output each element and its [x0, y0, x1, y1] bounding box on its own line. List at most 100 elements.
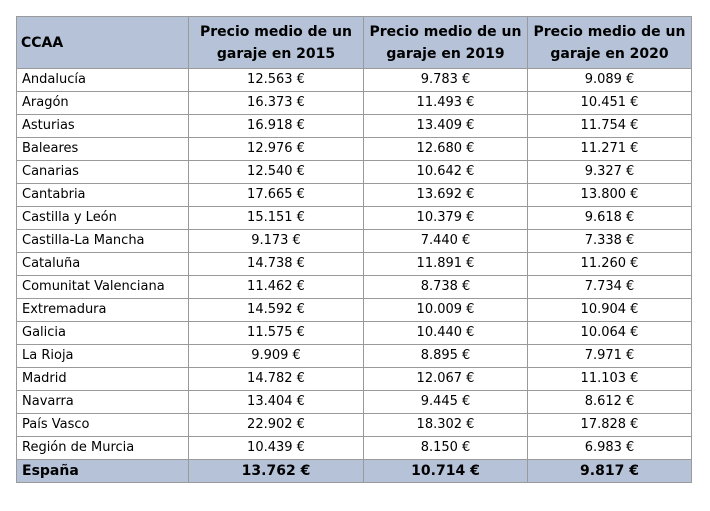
price-cell: 10.451 €	[527, 91, 692, 115]
data-row: Baleares 12.976 €12.680 €11.271 €	[16, 137, 692, 161]
price-cell: 12.680 €	[363, 137, 528, 161]
price-cell: 6.983 €	[527, 436, 692, 460]
data-row: Andalucía 12.563 €9.783 €9.089 €	[16, 68, 692, 92]
price-cell: 14.738 €	[188, 252, 364, 276]
price-cell: 8.150 €	[363, 436, 528, 460]
data-row: País Vasco 22.902 €18.302 €17.828 €	[16, 413, 692, 437]
header-cell: Precio medio de un garaje en 2020	[527, 16, 692, 69]
price-cell: 13.692 €	[363, 183, 528, 207]
region-cell: Cataluña	[16, 252, 189, 276]
data-row: Canarias 12.540 €10.642 €9.327 €	[16, 160, 692, 184]
price-cell: 7.971 €	[527, 344, 692, 368]
data-row: Asturias 16.918 €13.409 €11.754 €	[16, 114, 692, 138]
region-cell: Castilla y León	[16, 206, 189, 230]
price-cell: 9.817 €	[527, 459, 692, 483]
price-cell: 9.445 €	[363, 390, 528, 414]
price-cell: 17.665 €	[188, 183, 364, 207]
price-cell: 11.575 €	[188, 321, 364, 345]
price-cell: 12.563 €	[188, 68, 364, 92]
data-row: La Rioja 9.909 €8.895 €7.971 €	[16, 344, 692, 368]
price-cell: 9.089 €	[527, 68, 692, 92]
table-body: Andalucía 12.563 €9.783 €9.089 € Aragón 16.…	[16, 68, 692, 483]
price-cell: 12.976 €	[188, 137, 364, 161]
region-cell: Castilla-La Mancha	[16, 229, 189, 253]
price-cell: 22.902 €	[188, 413, 364, 437]
data-row: Cataluña 14.738 €11.891 €11.260 €	[16, 252, 692, 276]
price-cell: 17.828 €	[527, 413, 692, 437]
region-cell: Baleares	[16, 137, 189, 161]
price-cell: 14.592 €	[188, 298, 364, 322]
price-cell: 13.762 €	[188, 459, 364, 483]
price-cell: 12.540 €	[188, 160, 364, 184]
region-cell: Extremadura	[16, 298, 189, 322]
price-cell: 11.103 €	[527, 367, 692, 391]
price-cell: 8.612 €	[527, 390, 692, 414]
region-cell: La Rioja	[16, 344, 189, 368]
price-cell: 9.618 €	[527, 206, 692, 230]
price-cell: 9.327 €	[527, 160, 692, 184]
price-cell: 10.714 €	[363, 459, 528, 483]
price-cell: 13.409 €	[363, 114, 528, 138]
data-row: Navarra 13.404 €9.445 €8.612 €	[16, 390, 692, 414]
region-cell: Comunitat Valenciana	[16, 275, 189, 299]
region-cell: País Vasco	[16, 413, 189, 437]
header-cell: CCAA	[16, 16, 189, 69]
region-cell: Madrid	[16, 367, 189, 391]
price-cell: 10.064 €	[527, 321, 692, 345]
price-cell: 8.738 €	[363, 275, 528, 299]
region-cell: Cantabria	[16, 183, 189, 207]
price-cell: 11.754 €	[527, 114, 692, 138]
region-cell: Asturias	[16, 114, 189, 138]
price-cell: 11.493 €	[363, 91, 528, 115]
price-cell: 10.439 €	[188, 436, 364, 460]
price-cell: 7.338 €	[527, 229, 692, 253]
price-cell: 7.440 €	[363, 229, 528, 253]
data-row: Aragón 16.373 €11.493 €10.451 €	[16, 91, 692, 115]
data-row: Extremadura 14.592 €10.009 €10.904 €	[16, 298, 692, 322]
price-cell: 11.891 €	[363, 252, 528, 276]
data-row: Región de Murcia 10.439 €8.150 €6.983 €	[16, 436, 692, 460]
region-cell: Navarra	[16, 390, 189, 414]
region-cell: Andalucía	[16, 68, 189, 92]
region-cell: Galicia	[16, 321, 189, 345]
header-cell: Precio medio de un garaje en 2019	[363, 16, 528, 69]
price-cell: 10.642 €	[363, 160, 528, 184]
price-cell: 16.918 €	[188, 114, 364, 138]
price-table: CCAA Precio medio de un garaje en 2015 Pre…	[16, 16, 692, 483]
total-row: España 13.762 €10.714 €9.817 €	[16, 459, 692, 483]
data-row: Castilla y León 15.151 €10.379 €9.618 €	[16, 206, 692, 230]
price-cell: 11.462 €	[188, 275, 364, 299]
region-cell: Aragón	[16, 91, 189, 115]
price-cell: 15.151 €	[188, 206, 364, 230]
table-container: CCAA Precio medio de un garaje en 2015 Pre…	[16, 16, 692, 483]
price-cell: 10.440 €	[363, 321, 528, 345]
price-cell: 13.404 €	[188, 390, 364, 414]
data-row: Cantabria 17.665 €13.692 €13.800 €	[16, 183, 692, 207]
price-cell: 11.260 €	[527, 252, 692, 276]
region-cell: España	[16, 459, 189, 483]
price-cell: 16.373 €	[188, 91, 364, 115]
price-cell: 12.067 €	[363, 367, 528, 391]
price-cell: 8.895 €	[363, 344, 528, 368]
header-row: CCAA Precio medio de un garaje en 2015 Pre…	[16, 16, 692, 69]
price-cell: 9.173 €	[188, 229, 364, 253]
table-header: CCAA Precio medio de un garaje en 2015 Pre…	[16, 16, 692, 69]
header-cell: Precio medio de un garaje en 2015	[188, 16, 364, 69]
price-cell: 11.271 €	[527, 137, 692, 161]
price-cell: 10.009 €	[363, 298, 528, 322]
price-cell: 9.909 €	[188, 344, 364, 368]
data-row: Madrid 14.782 €12.067 €11.103 €	[16, 367, 692, 391]
region-cell: Canarias	[16, 160, 189, 184]
price-cell: 7.734 €	[527, 275, 692, 299]
price-cell: 10.379 €	[363, 206, 528, 230]
data-row: Comunitat Valenciana 11.462 €8.738 €7.734…	[16, 275, 692, 299]
price-cell: 10.904 €	[527, 298, 692, 322]
data-row: Castilla-La Mancha 9.173 €7.440 €7.338 €	[16, 229, 692, 253]
price-cell: 18.302 €	[363, 413, 528, 437]
price-cell: 13.800 €	[527, 183, 692, 207]
price-cell: 9.783 €	[363, 68, 528, 92]
region-cell: Región de Murcia	[16, 436, 189, 460]
data-row: Galicia 11.575 €10.440 €10.064 €	[16, 321, 692, 345]
price-cell: 14.782 €	[188, 367, 364, 391]
